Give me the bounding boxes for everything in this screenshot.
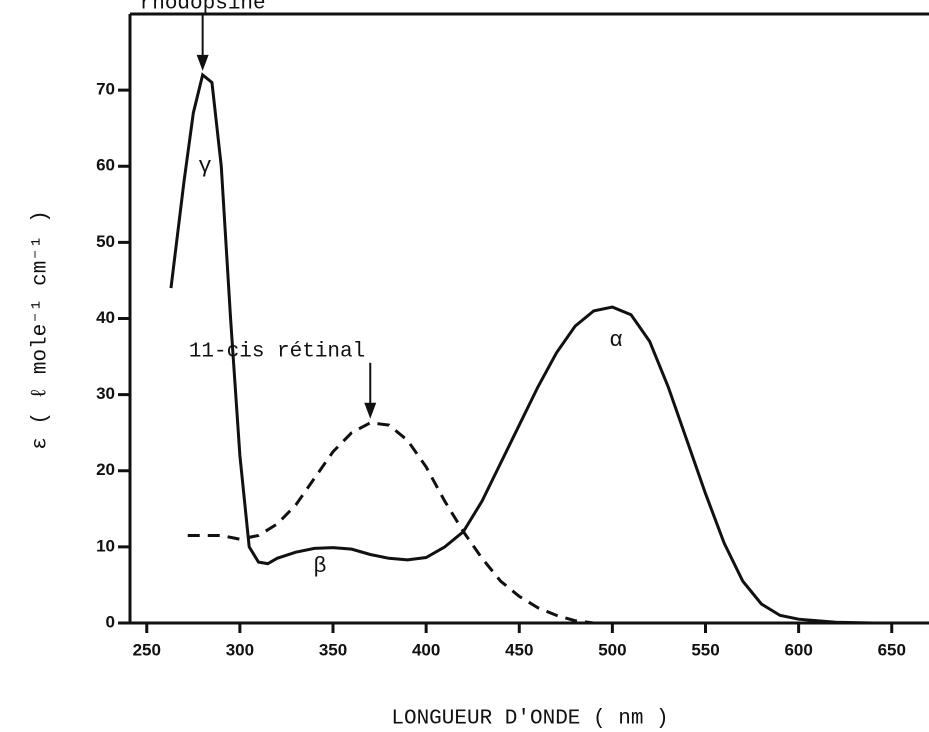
x-tick-label: 250 [133, 640, 161, 659]
y-axis-label: ε ( ℓ mole⁻¹ cm⁻¹ ) [30, 210, 53, 450]
x-tick-label: 450 [505, 640, 533, 659]
x-tick-label: 650 [878, 640, 906, 659]
y-tick-label: 30 [96, 384, 115, 403]
series-annotation: rhodopsine [140, 0, 266, 15]
x-tick-label: 550 [691, 640, 719, 659]
y-tick-label: 70 [96, 80, 115, 99]
curve [169, 72, 874, 625]
arrow-head [196, 54, 209, 71]
y-tick-label: 50 [96, 232, 115, 251]
x-tick-label: 300 [226, 640, 254, 659]
x-tick-label: 500 [598, 640, 626, 659]
y-tick-label: 10 [96, 536, 115, 555]
y-tick-label: 0 [106, 612, 115, 631]
y-tick-label: 40 [96, 308, 115, 327]
x-tick-label: 350 [319, 640, 347, 659]
y-tick-label: 60 [96, 156, 115, 175]
peak-label: β [313, 554, 326, 579]
peak-label: α [609, 328, 622, 353]
curve [187, 421, 594, 625]
peak-label: γ [198, 154, 211, 179]
x-tick-label: 400 [412, 640, 440, 659]
arrow-head [364, 402, 377, 419]
x-axis-label: LONGUEUR D'ONDE ( nm ) [391, 708, 668, 731]
series-annotation: 11-cis rétinal [189, 340, 365, 363]
y-tick-label: 20 [96, 460, 115, 479]
x-tick-label: 600 [784, 640, 812, 659]
